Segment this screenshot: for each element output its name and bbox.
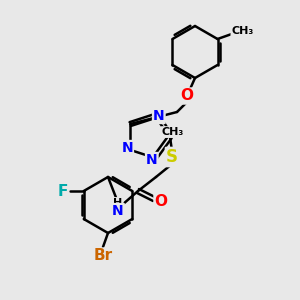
Text: Br: Br <box>93 248 112 263</box>
Text: F: F <box>58 184 68 199</box>
Text: N: N <box>112 204 124 218</box>
Text: N: N <box>146 153 158 167</box>
Text: CH₃: CH₃ <box>231 26 254 36</box>
Text: S: S <box>166 148 178 166</box>
Text: H: H <box>113 198 123 208</box>
Text: CH₃: CH₃ <box>162 127 184 137</box>
Text: O: O <box>181 88 194 104</box>
Text: N: N <box>122 141 133 155</box>
Text: N: N <box>153 109 165 123</box>
Text: O: O <box>154 194 167 208</box>
